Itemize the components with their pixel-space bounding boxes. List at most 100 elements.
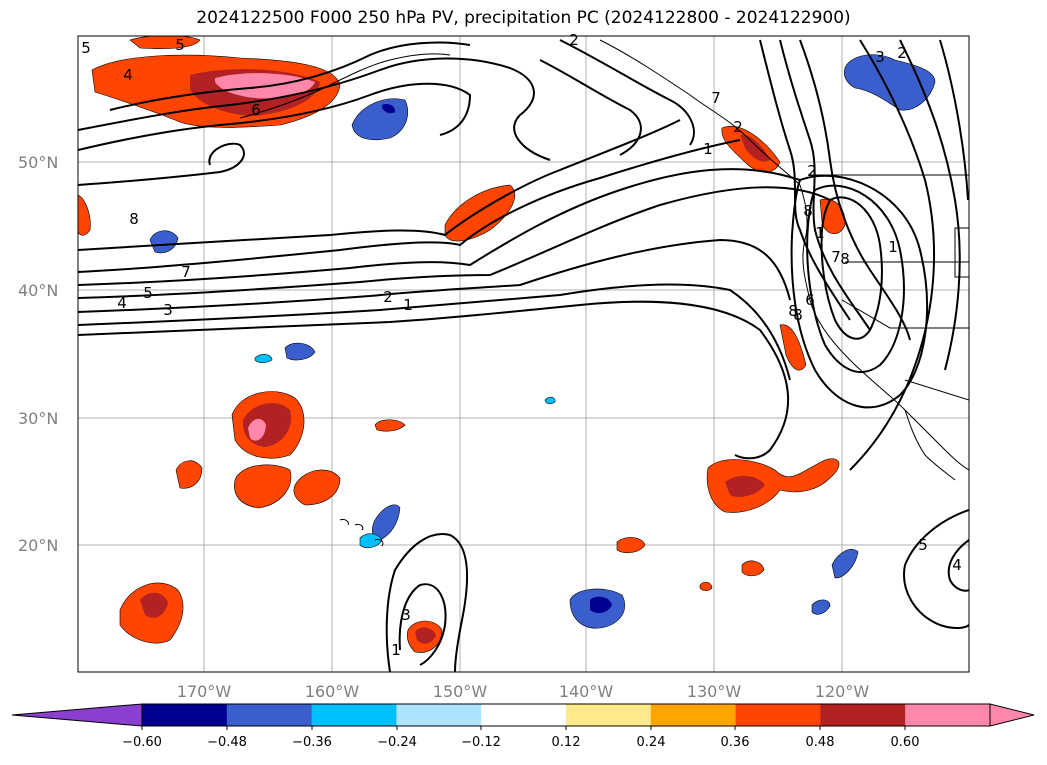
precip-neg-mid-a: [284, 342, 316, 361]
lat-label-30n: 30°N: [18, 409, 58, 428]
colorbar-tick-label: 0.36: [721, 735, 750, 750]
precip-neg-hawaii-b: [359, 533, 383, 549]
coastline-baja: [904, 409, 956, 481]
contour-label: 5: [175, 36, 185, 54]
precip-blob-east-of-jet: [444, 184, 516, 242]
contour-label: 8: [129, 210, 139, 228]
coastline-alaska: [239, 39, 801, 186]
coastline-north-america: [799, 184, 969, 471]
contour-label: 2: [807, 162, 817, 180]
colorbar-tick-label: 0.24: [637, 735, 666, 750]
precip-blob-small-3: [699, 581, 713, 591]
lon-label-150w: 150°W: [433, 682, 488, 701]
contour-label: 7: [181, 263, 191, 281]
colorbar-segment: [735, 704, 821, 726]
contour-label: 1: [815, 224, 825, 242]
precip-neg-tiny: [544, 396, 556, 405]
lon-label-160w: 160°W: [305, 682, 360, 701]
coastlines: [239, 39, 969, 547]
colorbar-segment: [142, 704, 228, 726]
colorbar-tick-label: 0.12: [552, 735, 581, 750]
colorbar-tick-label: −0.60: [122, 735, 162, 750]
contour-label: 8: [803, 202, 813, 220]
lon-label-170w: 170°W: [177, 682, 232, 701]
precip-blob-dateline: [78, 194, 91, 236]
colorbar-segment: [396, 704, 482, 726]
colorbar-tick-label: 0.60: [891, 735, 920, 750]
contour-label: 3: [401, 606, 411, 624]
precip-blob-subtropical-c: [175, 460, 203, 489]
contour-label: 5: [918, 536, 928, 554]
precip-blob-subtropical-a: [234, 464, 292, 509]
map-panel: [78, 36, 969, 672]
colorbar-segment: [481, 704, 567, 726]
colorbar-tick-label: −0.24: [377, 735, 417, 750]
precip-neg-mid-b: [254, 354, 273, 363]
precip-blob-small-2: [741, 560, 765, 577]
lon-label-130w: 130°W: [687, 682, 742, 701]
contour-label: 4: [117, 294, 127, 312]
contour-label: 5: [143, 284, 153, 302]
colorbar-segment: [820, 704, 906, 726]
colorbar-over-triangle: [989, 703, 1035, 727]
contour-label: 2: [383, 288, 393, 306]
contour-label: 5: [81, 39, 91, 57]
precip-blob-subtropical-b: [293, 469, 341, 506]
border-us-mexico: [904, 379, 969, 401]
lat-label-40n: 40°N: [18, 281, 58, 300]
colorbar-tick-label: −0.12: [461, 735, 501, 750]
precip-blob-subtropical-east: [706, 458, 840, 513]
lat-label-50n: 50°N: [18, 153, 58, 172]
map-frame: [77, 35, 970, 673]
contour-label: 2: [897, 44, 907, 62]
contour-label: 2: [733, 118, 743, 136]
contour-label: 8: [793, 306, 803, 324]
colorbar-segment: [226, 704, 313, 726]
colorbar-segment: [650, 704, 737, 726]
colorbar-segment: [311, 704, 397, 726]
precip-blob-california: [779, 324, 807, 371]
contour-label: 8: [840, 250, 850, 268]
pv-contours: [78, 39, 969, 672]
gridlines: [78, 36, 969, 672]
precip-neg-northeast: [844, 54, 936, 111]
lon-label-120w: 120°W: [815, 682, 870, 701]
contour-label: 7: [831, 248, 841, 266]
border-states-2: [841, 299, 969, 329]
contour-label: 3: [163, 301, 173, 319]
precip-neg-west: [149, 230, 179, 254]
precip-blob-small-1: [616, 537, 646, 554]
contour-label: 1: [391, 641, 401, 659]
contour-label: 6: [251, 101, 261, 119]
precip-neg-hawaii-a: [371, 504, 401, 541]
precip-blob-subtropical-d: [374, 419, 406, 432]
colorbar-tick-label: −0.48: [207, 735, 247, 750]
contour-label: 1: [403, 296, 413, 314]
colorbar-segment: [905, 704, 991, 726]
lat-label-20n: 20°N: [18, 536, 58, 555]
colorbar-segment: [566, 704, 652, 726]
precip-neg-south-east-b: [811, 599, 831, 615]
contour-label: 4: [952, 556, 962, 574]
colorbar: [11, 703, 1035, 727]
precip-neg-south-east-a: [831, 548, 859, 579]
contour-label: 3: [875, 48, 885, 66]
longitude-labels: 170°W 160°W 150°W 140°W 130°W 120°W: [177, 682, 870, 701]
colorbar-tick-label: −0.36: [292, 735, 332, 750]
contour-label: 4: [123, 66, 133, 84]
map-title: 2024122500 F000 250 hPa PV, precipitatio…: [196, 8, 851, 28]
contour-label: 8: [788, 302, 798, 320]
contour-label: 2: [569, 31, 579, 49]
contour-label: 1: [703, 140, 713, 158]
lon-label-140w: 140°W: [559, 682, 614, 701]
precip-negative-shading: [149, 54, 936, 629]
contour-label: 7: [711, 89, 721, 107]
coastline-hawaii: [339, 519, 384, 547]
colorbar-under-triangle: [11, 703, 143, 727]
colorbar-ticks: −0.60 −0.48 −0.36 −0.24 −0.12 0.12 0.24 0.36 0.4…: [122, 726, 919, 750]
contour-label: 1: [888, 238, 898, 256]
contour-label: 6: [805, 291, 815, 309]
border-box: [954, 227, 969, 278]
